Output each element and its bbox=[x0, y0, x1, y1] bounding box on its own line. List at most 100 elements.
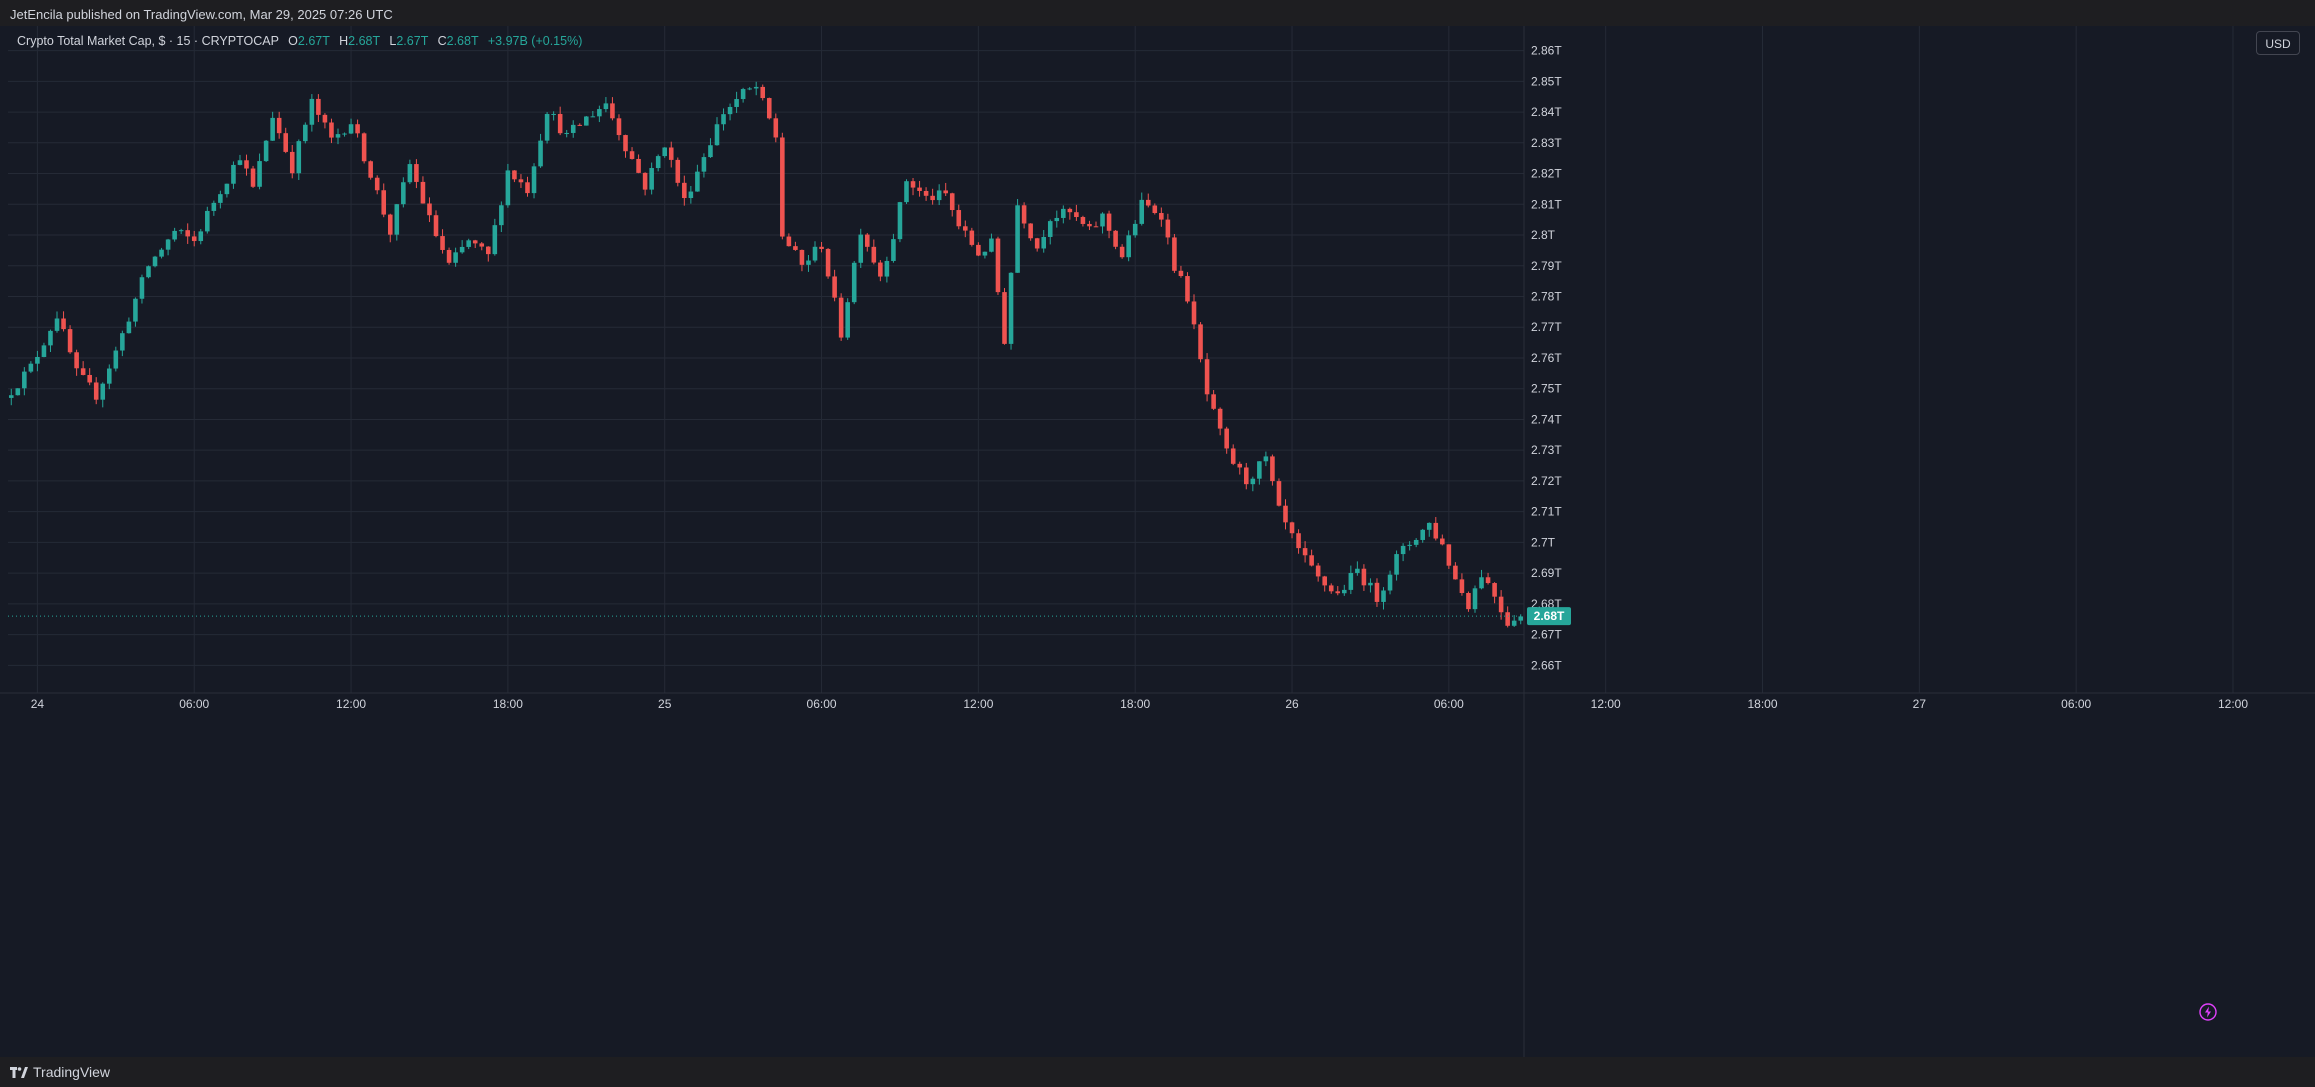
candle-body bbox=[629, 151, 635, 159]
candle-body bbox=[825, 248, 831, 277]
candle-body bbox=[512, 170, 517, 180]
candle-body bbox=[296, 141, 302, 174]
candle-body bbox=[1518, 616, 1524, 621]
candle-body bbox=[368, 161, 373, 178]
candle-body bbox=[342, 133, 347, 135]
candle-body bbox=[1394, 554, 1399, 575]
chart-area[interactable]: 2.86T 2.85T 2.84T 2.83T 2.82T 2.81T 2.8T 2.79T 2… bbox=[0, 26, 2315, 1057]
candle-body bbox=[1276, 481, 1282, 506]
candle-body bbox=[1407, 544, 1412, 546]
close-label: C bbox=[437, 34, 447, 48]
candle-body bbox=[832, 276, 837, 298]
candle-body bbox=[1028, 223, 1033, 239]
tradingview-logo[interactable]: TradingView bbox=[10, 1064, 110, 1080]
candle-body bbox=[949, 193, 955, 211]
candle-body bbox=[8, 395, 14, 398]
axes: 2.86T 2.85T 2.84T 2.83T 2.82T 2.81T 2.8T 2.79T 2… bbox=[0, 26, 2315, 1057]
high-value: 2.68T bbox=[348, 34, 380, 48]
x-tick-label: 06:00 bbox=[807, 697, 837, 711]
lightning-icon[interactable] bbox=[2198, 1002, 2218, 1022]
candlestick-chart[interactable]: 2.86T 2.85T 2.84T 2.83T 2.82T 2.81T 2.8T 2.79T 2… bbox=[0, 26, 2315, 1057]
x-tick-label: 18:00 bbox=[1747, 697, 1777, 711]
x-tick-label: 18:00 bbox=[1120, 697, 1150, 711]
candle-body bbox=[1315, 565, 1321, 577]
candle-body bbox=[48, 330, 53, 346]
publisher-info: JetEncila published on TradingView.com, … bbox=[10, 7, 393, 22]
candle-body bbox=[976, 244, 981, 256]
open-value: 2.67T bbox=[297, 34, 330, 48]
candle-body bbox=[740, 89, 746, 100]
candle-body bbox=[303, 124, 308, 142]
candle-body bbox=[1498, 596, 1504, 613]
close-value: 2.68T bbox=[446, 34, 479, 48]
candle-body bbox=[146, 266, 151, 278]
candle-body bbox=[1250, 478, 1256, 485]
candle-body bbox=[1322, 576, 1327, 586]
candle-body bbox=[642, 172, 648, 190]
candle-body bbox=[1139, 199, 1145, 224]
y-tick-label: 2.77T bbox=[1531, 320, 1562, 334]
y-tick-label: 2.74T bbox=[1531, 412, 1562, 426]
low-value: 2.67T bbox=[396, 34, 429, 48]
open-label: O bbox=[288, 34, 298, 48]
candle-body bbox=[551, 113, 556, 115]
candle-body bbox=[1113, 230, 1118, 247]
symbol-legend: Crypto Total Market Cap, $ · 15 · CRYPTO… bbox=[17, 34, 582, 48]
candle-body bbox=[1400, 545, 1406, 555]
candle-body bbox=[675, 159, 681, 183]
candle-body bbox=[1505, 612, 1510, 626]
candle-body bbox=[237, 160, 243, 165]
candle-body bbox=[28, 363, 34, 372]
candle-body bbox=[133, 298, 138, 322]
candle-body bbox=[1119, 246, 1125, 258]
candle-body bbox=[1087, 223, 1092, 227]
currency-button[interactable]: USD bbox=[2256, 31, 2300, 55]
candle-body bbox=[427, 203, 432, 216]
candle-body bbox=[682, 182, 687, 199]
x-tick-label: 18:00 bbox=[493, 697, 523, 711]
candle-body bbox=[695, 171, 700, 192]
candle-body bbox=[910, 181, 916, 188]
candle-body bbox=[904, 181, 909, 203]
candle-body bbox=[185, 230, 190, 237]
candle-body bbox=[1132, 223, 1138, 236]
x-tick-label: 25 bbox=[658, 697, 672, 711]
x-tick-label: 06:00 bbox=[1434, 697, 1464, 711]
candle-body bbox=[1446, 544, 1452, 566]
candle-body bbox=[93, 382, 99, 400]
symbol-title[interactable]: Crypto Total Market Cap, $ · 15 · CRYPTO… bbox=[17, 34, 279, 48]
x-tick-label: 26 bbox=[1285, 697, 1299, 711]
candle-body bbox=[623, 135, 628, 152]
candle-body bbox=[492, 225, 498, 255]
candle-body bbox=[1224, 428, 1229, 449]
candle-body bbox=[54, 318, 60, 331]
candle-body bbox=[864, 234, 870, 247]
candle-body bbox=[1472, 588, 1478, 610]
candle-body bbox=[688, 191, 694, 199]
candle-body bbox=[1067, 208, 1073, 213]
candle-body bbox=[793, 246, 798, 250]
candle-body bbox=[851, 262, 857, 303]
candle-body bbox=[120, 333, 125, 351]
candle-body bbox=[1361, 568, 1367, 586]
candle-body bbox=[1459, 579, 1465, 593]
candle-body bbox=[113, 350, 119, 369]
candle-body bbox=[270, 117, 275, 141]
candle-body bbox=[387, 214, 393, 235]
candle-body bbox=[466, 240, 471, 247]
candle-body bbox=[1479, 577, 1484, 589]
candle-body bbox=[453, 252, 458, 263]
candle-body bbox=[374, 177, 380, 191]
x-tick-label: 06:00 bbox=[179, 697, 209, 711]
candle-body bbox=[1453, 565, 1458, 580]
candle-body bbox=[263, 140, 269, 162]
current-price-line: 2.68T bbox=[8, 607, 1571, 626]
candle-body bbox=[727, 106, 733, 115]
candle-body bbox=[80, 368, 86, 375]
y-tick-label: 2.84T bbox=[1531, 105, 1562, 119]
candle-body bbox=[1466, 592, 1471, 610]
candle-body bbox=[231, 164, 236, 184]
candle-body bbox=[1440, 538, 1445, 545]
candle-body bbox=[1296, 533, 1301, 549]
candle-body bbox=[819, 246, 824, 249]
